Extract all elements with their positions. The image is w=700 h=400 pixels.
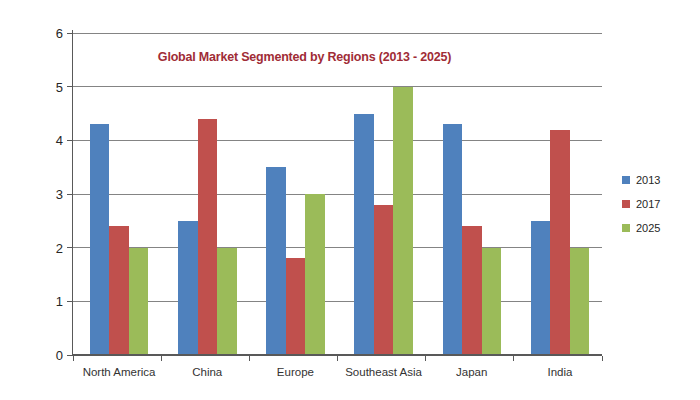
legend-item-2017: 2017 bbox=[622, 198, 660, 210]
bar-2013-1 bbox=[178, 221, 198, 354]
x-axis-tick bbox=[161, 356, 162, 361]
legend-item-2025: 2025 bbox=[622, 222, 660, 234]
bar-2017-0 bbox=[109, 226, 129, 354]
chart-title: Global Market Segmented by Regions (2013… bbox=[40, 50, 569, 64]
x-axis-tick bbox=[513, 356, 514, 361]
gridline bbox=[73, 33, 602, 34]
gridline bbox=[73, 86, 602, 87]
bar-2025-0 bbox=[129, 248, 149, 354]
bar-2017-2 bbox=[286, 258, 306, 354]
y-axis-label: 2 bbox=[33, 241, 63, 256]
gridline bbox=[73, 247, 602, 248]
bar-2017-3 bbox=[374, 205, 394, 354]
x-axis-tick bbox=[249, 356, 250, 361]
legend-label: 2017 bbox=[636, 198, 660, 210]
bar-2025-2 bbox=[305, 194, 325, 354]
bar-2025-5 bbox=[570, 248, 590, 354]
gridline bbox=[73, 301, 602, 302]
legend-swatch-icon bbox=[622, 176, 630, 184]
bar-2013-0 bbox=[90, 124, 110, 354]
x-axis-tick bbox=[602, 356, 603, 361]
bar-2017-1 bbox=[198, 119, 218, 354]
x-axis-tick bbox=[425, 356, 426, 361]
legend-swatch-icon bbox=[622, 200, 630, 208]
bar-2013-4 bbox=[443, 124, 463, 354]
legend-swatch-icon bbox=[622, 224, 630, 232]
bar-chart: Global Market Segmented by Regions (2013… bbox=[0, 0, 700, 400]
y-axis-label: 1 bbox=[33, 294, 63, 309]
x-axis-tick bbox=[337, 356, 338, 361]
x-axis-tick bbox=[73, 356, 74, 361]
y-axis-label: 3 bbox=[33, 187, 63, 202]
legend-item-2013: 2013 bbox=[622, 174, 660, 186]
bar-2025-1 bbox=[217, 248, 237, 354]
bar-2025-4 bbox=[482, 248, 502, 354]
legend-label: 2025 bbox=[636, 222, 660, 234]
gridline bbox=[73, 140, 602, 141]
y-axis-label: 5 bbox=[33, 80, 63, 95]
bar-2017-5 bbox=[550, 130, 570, 354]
y-axis-label: 6 bbox=[33, 26, 63, 41]
bar-2013-3 bbox=[354, 114, 374, 355]
y-axis bbox=[72, 30, 73, 356]
gridline bbox=[73, 194, 602, 195]
bar-2013-5 bbox=[531, 221, 551, 354]
bar-2025-3 bbox=[393, 87, 413, 354]
y-axis-label: 0 bbox=[33, 348, 63, 363]
legend-label: 2013 bbox=[636, 174, 660, 186]
bar-2017-4 bbox=[462, 226, 482, 354]
bar-2013-2 bbox=[266, 167, 286, 354]
y-axis-label: 4 bbox=[33, 133, 63, 148]
x-axis-label: India bbox=[500, 366, 620, 378]
